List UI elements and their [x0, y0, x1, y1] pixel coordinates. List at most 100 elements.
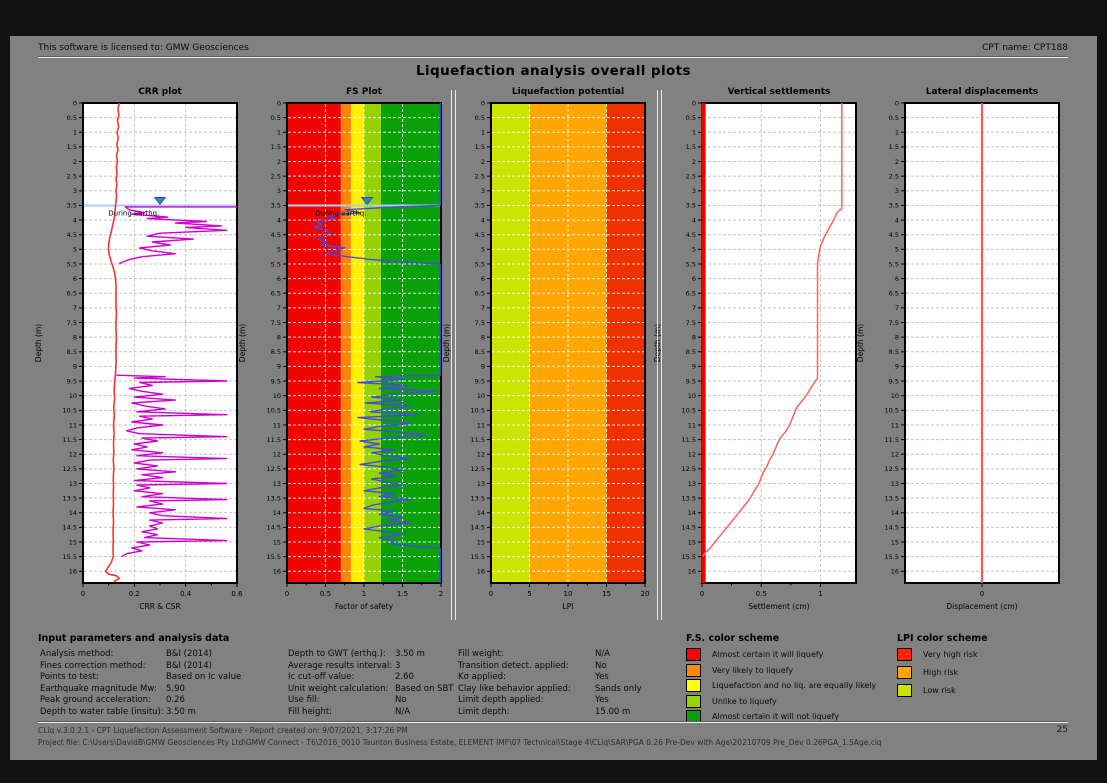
- svg-text:13.5: 13.5: [682, 494, 696, 502]
- svg-text:LPI: LPI: [563, 602, 574, 611]
- svg-text:0: 0: [81, 590, 85, 598]
- svg-text:8.5: 8.5: [889, 348, 899, 356]
- param-value: 3.50 m: [166, 706, 196, 717]
- svg-text:8: 8: [481, 333, 485, 341]
- svg-text:Depth (m): Depth (m): [238, 324, 247, 362]
- svg-text:12.5: 12.5: [471, 465, 485, 473]
- svg-text:Settlement (cm): Settlement (cm): [748, 602, 809, 611]
- svg-text:Vertical settlements: Vertical settlements: [728, 87, 831, 97]
- license-text: This software is licensed to: GMW Geosci…: [38, 43, 249, 53]
- param-label: Depth to GWT (erthq.):: [288, 649, 386, 659]
- svg-text:11: 11: [477, 421, 485, 429]
- param-row: Ic cut-off value: 2.60: [288, 672, 454, 684]
- svg-text:11: 11: [688, 421, 696, 429]
- svg-text:9.5: 9.5: [271, 377, 281, 385]
- param-label: Limit depth applied:: [458, 695, 544, 706]
- legend-label: Low risk: [923, 686, 956, 695]
- svg-text:0.6: 0.6: [231, 590, 243, 598]
- svg-text:3.5: 3.5: [67, 202, 77, 210]
- svg-text:15.5: 15.5: [267, 553, 281, 561]
- svg-text:0: 0: [285, 590, 289, 598]
- svg-text:CRR & CSR: CRR & CSR: [139, 602, 180, 611]
- plot-group-separator: [451, 90, 456, 620]
- svg-text:1.5: 1.5: [271, 143, 281, 151]
- svg-text:14: 14: [69, 509, 77, 517]
- param-value: N/A: [395, 706, 411, 717]
- svg-text:13.5: 13.5: [471, 494, 485, 502]
- param-row: Average results interval: 3: [288, 661, 454, 673]
- svg-text:8.5: 8.5: [271, 348, 281, 356]
- svg-text:15: 15: [273, 538, 281, 546]
- svg-text:14: 14: [477, 509, 485, 517]
- svg-text:12.5: 12.5: [682, 465, 696, 473]
- svg-text:2.5: 2.5: [67, 172, 77, 180]
- svg-text:15: 15: [69, 538, 77, 546]
- param-value: No: [395, 695, 407, 706]
- svg-text:11: 11: [69, 421, 77, 429]
- legend-item: Very likely to liquefy: [686, 663, 876, 677]
- svg-text:Factor of safety: Factor of safety: [335, 602, 394, 611]
- legend-item: High risk: [897, 666, 978, 679]
- svg-text:10.5: 10.5: [267, 407, 281, 415]
- svg-text:12: 12: [69, 451, 77, 459]
- svg-text:CRR plot: CRR plot: [138, 87, 182, 97]
- footer-project-file-line: Project file: C:\Users\DavidB\GMW Geosci…: [38, 738, 882, 747]
- svg-text:10: 10: [688, 392, 696, 400]
- svg-text:12.5: 12.5: [267, 465, 281, 473]
- svg-text:4: 4: [277, 216, 281, 224]
- svg-text:3: 3: [692, 187, 696, 195]
- param-label: Points to test:: [40, 672, 99, 683]
- param-label: Limit depth:: [458, 706, 510, 717]
- svg-text:3.5: 3.5: [475, 202, 485, 210]
- svg-text:3.5: 3.5: [889, 202, 899, 210]
- svg-text:16: 16: [891, 568, 899, 576]
- svg-text:6.5: 6.5: [889, 290, 899, 298]
- svg-text:9: 9: [481, 363, 485, 371]
- legend-color-swatch: [686, 694, 701, 708]
- param-label: Use fill:: [288, 695, 320, 706]
- svg-text:6: 6: [895, 275, 899, 283]
- param-row: Transition detect. applied: No: [458, 661, 642, 673]
- param-value: B&I (2014): [166, 660, 212, 671]
- svg-text:4: 4: [692, 216, 696, 224]
- svg-text:During earthq.: During earthq.: [108, 209, 159, 217]
- param-value: 0.26: [166, 695, 185, 706]
- svg-text:Liquefaction potential: Liquefaction potential: [512, 87, 624, 97]
- param-value: 2.60: [395, 672, 414, 683]
- svg-text:5.5: 5.5: [271, 260, 281, 268]
- legend-label: High risk: [923, 668, 959, 677]
- svg-text:During earthq.: During earthq.: [315, 209, 366, 217]
- svg-text:4: 4: [895, 216, 899, 224]
- svg-text:1: 1: [895, 129, 899, 137]
- svg-text:14: 14: [273, 509, 281, 517]
- legend-label: Very likely to liquefy: [712, 665, 794, 675]
- svg-text:8: 8: [895, 333, 899, 341]
- svg-text:6.5: 6.5: [475, 290, 485, 298]
- legend-item: Low risk: [897, 684, 978, 697]
- svg-text:0.5: 0.5: [320, 590, 331, 598]
- svg-text:Depth (m): Depth (m): [442, 324, 451, 362]
- svg-text:6: 6: [692, 275, 696, 283]
- svg-text:10: 10: [564, 590, 573, 598]
- svg-text:14.5: 14.5: [267, 524, 281, 532]
- svg-text:1.5: 1.5: [67, 143, 77, 151]
- input-parameters-title: Input parameters and analysis data: [38, 633, 230, 644]
- svg-text:14.5: 14.5: [682, 524, 696, 532]
- legend-label: Almost certain it will not liquefy: [712, 712, 839, 721]
- svg-text:12: 12: [477, 451, 485, 459]
- svg-text:15.5: 15.5: [63, 553, 77, 561]
- svg-text:3: 3: [73, 187, 77, 195]
- legend-color-swatch: [897, 684, 912, 697]
- svg-text:0.5: 0.5: [686, 114, 696, 122]
- svg-text:4.5: 4.5: [67, 231, 77, 239]
- param-row: Peak ground acceleration: 0.26: [40, 695, 241, 707]
- svg-text:0: 0: [73, 99, 77, 107]
- svg-text:0: 0: [277, 99, 281, 107]
- param-label: Ic cut-off value:: [288, 672, 355, 683]
- svg-text:0: 0: [700, 590, 704, 598]
- param-value: 3: [395, 660, 401, 671]
- svg-text:11.5: 11.5: [885, 436, 899, 444]
- svg-text:2: 2: [895, 158, 899, 166]
